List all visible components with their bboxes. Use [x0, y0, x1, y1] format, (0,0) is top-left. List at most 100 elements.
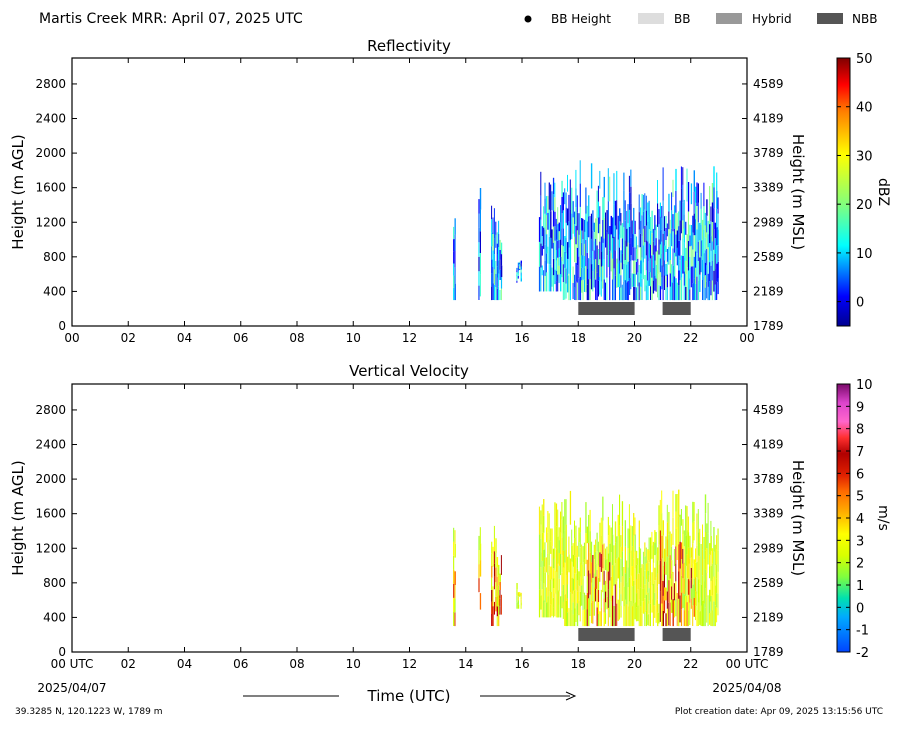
reflectivity-echo-cell	[554, 255, 556, 270]
reflectivity-echo-cell	[711, 202, 714, 222]
velocity-echo-cell	[637, 605, 639, 622]
velocity-echo-cell	[628, 577, 631, 602]
velocity-echo-cell	[668, 557, 670, 581]
velocity-echo-cell	[647, 549, 649, 561]
reflectivity-echo-cell	[716, 263, 718, 282]
reflectivity-echo-cell	[685, 261, 687, 274]
reflectivity-echo-cell	[607, 234, 609, 268]
velocity-echo-cell	[552, 548, 555, 559]
velocity-echo-cell	[711, 579, 713, 595]
reflectivity-echo-cell	[704, 262, 706, 276]
reflectivity-echo-cell	[672, 214, 674, 232]
velocity-echo-cell	[612, 565, 614, 596]
reflectivity-echo-cell	[609, 226, 611, 251]
reflectivity-echo-cell	[557, 257, 559, 275]
reflectivity-echo-cell	[600, 281, 602, 297]
reflectivity-echo-cell	[519, 264, 521, 266]
reflectivity-echo-cell	[703, 229, 705, 254]
velocity-echo-cell	[610, 576, 612, 602]
reflectivity-echo-cell	[519, 265, 521, 267]
velocity-echo-cell	[633, 580, 635, 604]
reflectivity-echo-cell	[704, 237, 706, 251]
velocity-echo-cell	[631, 566, 633, 587]
velocity-echo-cell	[557, 563, 559, 591]
velocity-echo-cell	[695, 548, 696, 563]
reflectivity-axes: 00 02 04 06 08 10 12 14 16 18 20 22 0004008001200160…	[35, 58, 784, 345]
reflectivity-echo-cell	[562, 210, 564, 229]
velocity-echo-cell	[565, 524, 567, 550]
velocity-echo-cell	[616, 558, 618, 582]
velocity-echo-cell	[454, 612, 456, 627]
velocity-echo-cell	[662, 565, 664, 581]
reflectivity-echo-cell	[581, 230, 583, 243]
reflectivity-colorbar-label: dBZ	[875, 178, 891, 206]
velocity-echo-cell	[687, 610, 689, 627]
velocity-echo-cell	[453, 598, 455, 612]
reflectivity-echo-cell	[609, 176, 611, 202]
reflectivity-echo-cell	[548, 264, 550, 292]
reflectivity-echo-cell	[664, 275, 665, 290]
reflectivity-echo-cell	[692, 266, 694, 284]
velocity-echo-cell	[491, 589, 493, 602]
reflectivity-echo-cell	[545, 234, 548, 254]
reflectivity-echo-cell	[716, 190, 718, 209]
reflectivity-echo-cell	[671, 264, 673, 283]
reflectivity-x-tick-label: 04	[177, 331, 192, 345]
velocity-echo-cell	[569, 558, 571, 593]
reflectivity-echo-cell	[630, 220, 632, 238]
reflectivity-echo-cell	[516, 274, 518, 277]
reflectivity-echo-cell	[593, 232, 595, 242]
velocity-echo-cell	[654, 567, 656, 581]
reflectivity-echo-cell	[626, 246, 628, 265]
reflectivity-echo-cell	[590, 264, 593, 290]
reflectivity-echo-cell	[673, 229, 675, 253]
reflectivity-echo-cell	[692, 249, 694, 267]
reflectivity-echo-cell	[545, 272, 548, 292]
reflectivity-echo-cell	[655, 264, 657, 279]
reflectivity-echo-cell	[540, 171, 542, 196]
velocity-echo-cell	[493, 538, 495, 552]
velocity-echo-cell	[610, 527, 612, 553]
reflectivity-echo-cell	[675, 190, 677, 213]
reflectivity-echo-cell	[683, 214, 685, 229]
velocity-echo-cell	[545, 602, 548, 618]
reflectivity-echo-cell	[710, 280, 712, 296]
reflectivity-y2-tick-label: 2989	[753, 215, 784, 229]
reflectivity-echo-cell	[610, 252, 612, 272]
velocity-echo-cell	[578, 527, 580, 543]
velocity-echo-cell	[711, 548, 714, 564]
velocity-echo-cell	[550, 592, 552, 605]
velocity-echo-cell	[579, 517, 581, 533]
velocity-echo-cell	[548, 539, 550, 566]
reflectivity-echo-cell	[716, 209, 718, 228]
velocity-echo-cell	[645, 610, 647, 627]
velocity-echo-cell	[685, 565, 687, 596]
velocity-echo-cell	[690, 598, 692, 609]
velocity-colorbar-label: m/s	[875, 505, 891, 531]
velocity-echo-cell	[627, 587, 629, 607]
reflectivity-echo-cell	[544, 244, 546, 261]
reflectivity-echo-cell	[517, 275, 519, 279]
reflectivity-echo-cell	[600, 236, 602, 252]
reflectivity-echo-cell	[657, 180, 658, 204]
reflectivity-echo-cell	[714, 238, 716, 254]
reflectivity-echo-cell	[574, 236, 576, 250]
reflectivity-echo-cell	[686, 168, 688, 202]
velocity-echo-cell	[647, 592, 649, 604]
velocity-echo-cell	[711, 594, 713, 611]
reflectivity-echo-cell	[624, 260, 626, 281]
reflectivity-echo-cell	[605, 212, 606, 230]
reflectivity-echo-cell	[717, 261, 719, 278]
velocity-echo-cell	[498, 585, 500, 596]
velocity-title: Vertical Velocity	[349, 362, 469, 380]
velocity-echo-cell	[614, 563, 616, 585]
reflectivity-echo-cell	[552, 194, 554, 211]
velocity-echo-cell	[602, 496, 604, 521]
velocity-echo-cell	[555, 571, 557, 595]
reflectivity-echo-cell	[545, 253, 547, 273]
reflectivity-echo-cell	[679, 260, 681, 281]
velocity-echo-cell	[630, 600, 632, 627]
velocity-echo-cell	[605, 602, 606, 614]
reflectivity-echo-cell	[654, 230, 656, 246]
